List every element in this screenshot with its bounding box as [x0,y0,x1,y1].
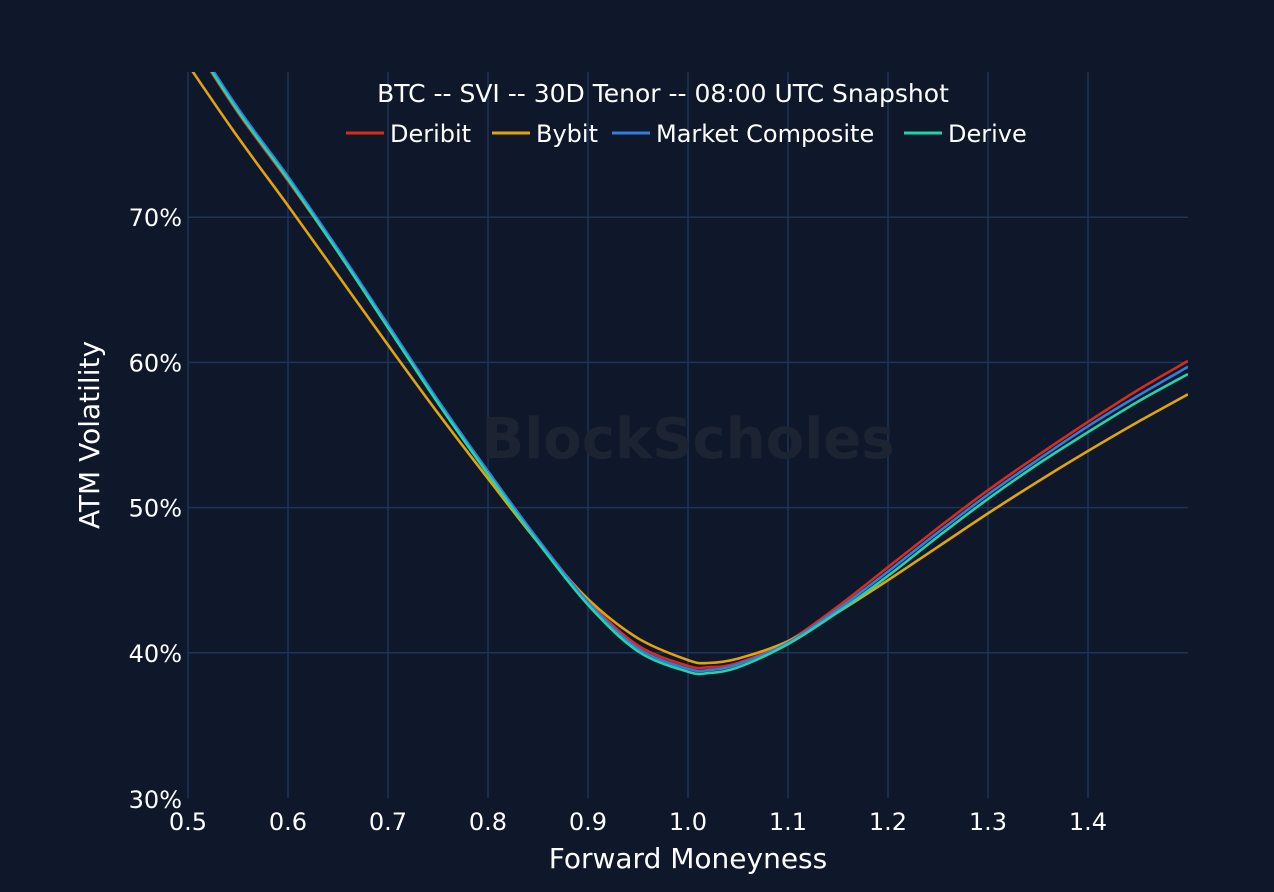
x-tick-label: 0.7 [369,808,407,836]
x-tick-label: 1.3 [969,808,1007,836]
legend[interactable]: Deribit Bybit Market Composite Derive [346,120,1027,148]
legend-label: Derive [948,120,1027,148]
legend-item-derive[interactable]: Derive [904,120,1027,148]
y-axis-label: ATM Volatility [73,341,106,529]
x-tick-label: 1.1 [769,808,807,836]
chart-title: BTC -- SVI -- 30D Tenor -- 08:00 UTC Sna… [377,79,949,108]
grid [187,72,1188,798]
x-tick-label: 0.5 [169,808,207,836]
legend-item-bybit[interactable]: Bybit [492,120,598,148]
x-axis-label: Forward Moneyness [549,842,827,875]
legend-item-market-composite[interactable]: Market Composite [612,120,874,148]
watermark: BlockScholes [481,407,894,472]
x-tick-label: 1.2 [869,808,907,836]
y-tick-label: 40% [129,640,182,668]
series-line-derive [210,72,1188,676]
legend-label: Bybit [536,120,598,148]
y-tick-label: 60% [129,349,182,377]
series-line-market-composite [212,72,1188,673]
legend-item-deribit[interactable]: Deribit [346,120,471,148]
x-tick-label: 0.9 [569,808,607,836]
y-tick-label: 70% [129,204,182,232]
x-tick-label: 0.6 [269,808,307,836]
legend-label: Market Composite [656,120,874,148]
series-layer [191,72,1188,676]
ticks: 0.5 0.6 0.7 0.8 0.9 1.0 1.1 1.2 1.3 1.4 30% 40% 50% 6… [129,204,1107,836]
y-tick-label: 50% [129,495,182,523]
legend-label: Deribit [390,120,471,148]
series-line-bybit [191,72,1188,665]
x-tick-label: 1.0 [669,808,707,836]
x-tick-label: 0.8 [469,808,507,836]
x-tick-label: 1.4 [1069,808,1107,836]
y-tick-label: 30% [129,786,182,814]
